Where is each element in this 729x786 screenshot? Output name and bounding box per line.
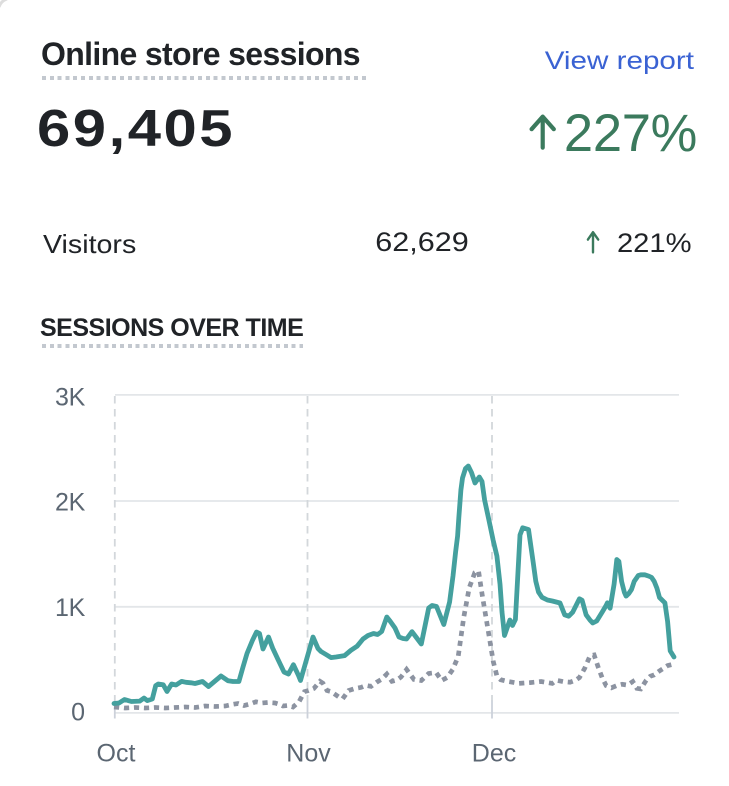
svg-text:1K: 1K [55,594,86,622]
svg-text:0: 0 [71,699,85,727]
svg-text:Oct: Oct [97,739,136,767]
svg-text:2K: 2K [55,488,86,516]
svg-text:Dec: Dec [472,739,516,767]
svg-text:3K: 3K [55,384,86,412]
svg-text:Nov: Nov [286,739,331,767]
